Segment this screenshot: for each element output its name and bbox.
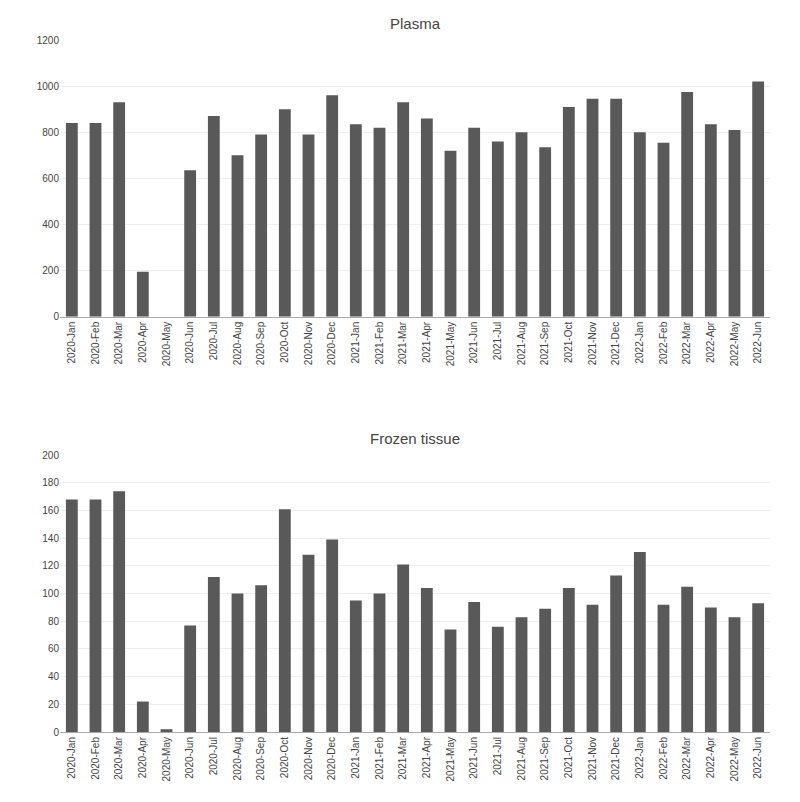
- svg-text:800: 800: [42, 127, 59, 138]
- svg-text:2021-May: 2021-May: [445, 737, 456, 781]
- svg-text:Plasma: Plasma: [390, 15, 441, 32]
- svg-text:2022-Jun: 2022-Jun: [752, 322, 763, 364]
- svg-text:2020-Oct: 2020-Oct: [279, 737, 290, 778]
- svg-text:2022-Mar: 2022-Mar: [681, 736, 692, 779]
- svg-text:2021-Mar: 2021-Mar: [397, 736, 408, 779]
- svg-text:200: 200: [42, 450, 59, 461]
- svg-text:20: 20: [48, 699, 60, 710]
- svg-text:2021-Oct: 2021-Oct: [563, 322, 574, 363]
- svg-text:120: 120: [42, 560, 59, 571]
- svg-text:600: 600: [42, 173, 59, 184]
- svg-text:2020-Aug: 2020-Aug: [232, 737, 243, 780]
- svg-text:2020-May: 2020-May: [161, 737, 172, 781]
- svg-text:0: 0: [53, 311, 59, 322]
- svg-text:2020-Mar: 2020-Mar: [113, 736, 124, 779]
- svg-text:2020-Aug: 2020-Aug: [232, 322, 243, 365]
- svg-text:2021-Apr: 2021-Apr: [421, 321, 432, 363]
- svg-text:2020-Nov: 2020-Nov: [303, 322, 314, 365]
- svg-text:2021-Jun: 2021-Jun: [468, 322, 479, 364]
- svg-text:2021-May: 2021-May: [445, 322, 456, 366]
- svg-text:2020-Feb: 2020-Feb: [90, 321, 101, 364]
- svg-text:2020-Dec: 2020-Dec: [326, 322, 337, 365]
- svg-text:2021-Oct: 2021-Oct: [563, 737, 574, 778]
- svg-text:2021-Aug: 2021-Aug: [516, 737, 527, 780]
- svg-text:2020-May: 2020-May: [161, 322, 172, 366]
- svg-text:140: 140: [42, 533, 59, 544]
- svg-text:2021-Jun: 2021-Jun: [468, 737, 479, 779]
- svg-text:1200: 1200: [37, 35, 60, 46]
- svg-text:2021-Feb: 2021-Feb: [374, 321, 385, 364]
- svg-text:2021-Nov: 2021-Nov: [587, 322, 598, 365]
- svg-text:2022-Jan: 2022-Jan: [634, 737, 645, 779]
- svg-text:2021-Aug: 2021-Aug: [516, 322, 527, 365]
- svg-text:2021-Sep: 2021-Sep: [539, 321, 550, 365]
- svg-text:2020-Jul: 2020-Jul: [208, 737, 219, 775]
- svg-text:2021-Nov: 2021-Nov: [587, 737, 598, 780]
- svg-text:2021-Dec: 2021-Dec: [610, 322, 621, 365]
- svg-text:2022-Apr: 2022-Apr: [705, 736, 716, 778]
- svg-text:2020-Sep: 2020-Sep: [255, 321, 266, 365]
- svg-text:180: 180: [42, 477, 59, 488]
- svg-text:1000: 1000: [37, 81, 60, 92]
- svg-text:0: 0: [53, 727, 59, 738]
- svg-text:2020-Mar: 2020-Mar: [113, 321, 124, 364]
- svg-text:2020-Apr: 2020-Apr: [137, 321, 148, 363]
- svg-text:80: 80: [48, 616, 60, 627]
- svg-text:2020-Dec: 2020-Dec: [326, 737, 337, 780]
- svg-text:2020-Apr: 2020-Apr: [137, 736, 148, 778]
- svg-text:2020-Jun: 2020-Jun: [184, 737, 195, 779]
- svg-text:2020-Jan: 2020-Jan: [66, 322, 77, 364]
- svg-text:2022-Mar: 2022-Mar: [681, 321, 692, 364]
- svg-text:2021-Feb: 2021-Feb: [374, 737, 385, 780]
- svg-text:2021-Dec: 2021-Dec: [610, 737, 621, 780]
- svg-text:2020-Feb: 2020-Feb: [90, 737, 101, 780]
- svg-text:2020-Jul: 2020-Jul: [208, 322, 219, 360]
- svg-text:200: 200: [42, 265, 59, 276]
- svg-text:2022-Jun: 2022-Jun: [752, 737, 763, 779]
- svg-text:40: 40: [48, 671, 60, 682]
- svg-text:2020-Jan: 2020-Jan: [66, 737, 77, 779]
- svg-text:2020-Jun: 2020-Jun: [184, 322, 195, 364]
- svg-text:2021-Sep: 2021-Sep: [539, 737, 550, 781]
- svg-text:2022-Jan: 2022-Jan: [634, 322, 645, 364]
- svg-text:160: 160: [42, 505, 59, 516]
- svg-text:2021-Jan: 2021-Jan: [350, 737, 361, 779]
- svg-text:2022-May: 2022-May: [729, 322, 740, 366]
- svg-text:2021-Jul: 2021-Jul: [492, 737, 503, 775]
- svg-text:2020-Oct: 2020-Oct: [279, 322, 290, 363]
- svg-text:2021-Apr: 2021-Apr: [421, 736, 432, 778]
- svg-text:2022-Apr: 2022-Apr: [705, 321, 716, 363]
- svg-text:2022-Feb: 2022-Feb: [658, 737, 669, 780]
- svg-text:100: 100: [42, 588, 59, 599]
- svg-text:400: 400: [42, 219, 59, 230]
- svg-text:2020-Nov: 2020-Nov: [303, 737, 314, 780]
- svg-text:2021-Mar: 2021-Mar: [397, 321, 408, 364]
- svg-text:2020-Sep: 2020-Sep: [255, 737, 266, 781]
- svg-text:2022-Feb: 2022-Feb: [658, 321, 669, 364]
- svg-text:2021-Jul: 2021-Jul: [492, 322, 503, 360]
- svg-text:2022-May: 2022-May: [729, 737, 740, 781]
- svg-text:60: 60: [48, 643, 60, 654]
- svg-text:2021-Jan: 2021-Jan: [350, 322, 361, 364]
- svg-text:Frozen tissue: Frozen tissue: [370, 430, 460, 447]
